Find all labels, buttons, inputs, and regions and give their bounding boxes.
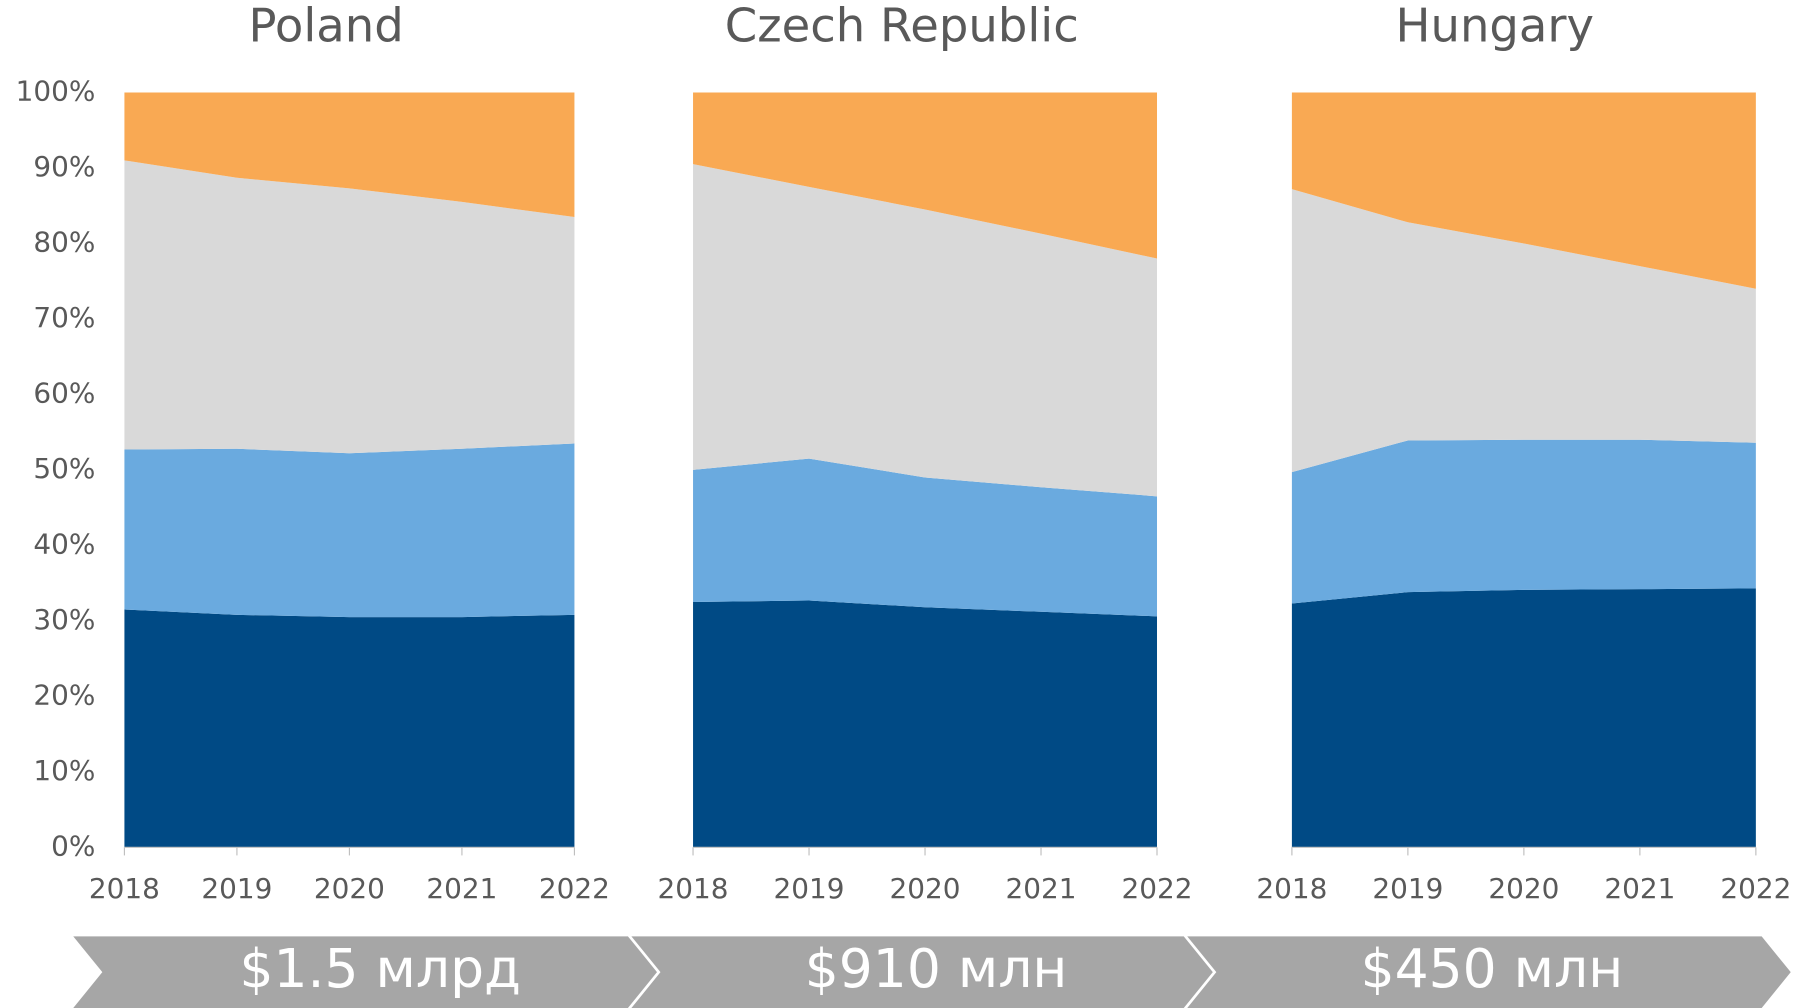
chart-title: Hungary <box>1396 0 1595 52</box>
x-tick-label: 2020 <box>314 872 385 905</box>
area <box>693 164 1158 497</box>
banner-label: $1.5 млрд <box>239 937 521 1000</box>
x-tick-label: 2018 <box>89 872 160 905</box>
y-tick-label: 90% <box>33 150 95 183</box>
area <box>1291 439 1756 604</box>
x-tick-label: 2018 <box>1256 872 1327 905</box>
x-tick-label: 2020 <box>1488 872 1559 905</box>
x-tick-label: 2022 <box>539 872 610 905</box>
y-tick-label: 60% <box>33 376 95 409</box>
banner-chevron <box>1187 936 1791 1008</box>
x-tick-label: 2020 <box>890 872 961 905</box>
area <box>124 443 575 618</box>
x-tick-label: 2019 <box>774 872 845 905</box>
area <box>124 92 575 218</box>
x-tick-label: 2021 <box>426 872 497 905</box>
x-tick-label: 2022 <box>1720 872 1791 905</box>
y-tick-label: 100% <box>16 75 96 108</box>
y-tick-label: 40% <box>33 527 95 560</box>
area <box>1291 189 1756 473</box>
chart-title: Czech Republic <box>725 0 1079 52</box>
banner-label: $450 млн <box>1361 937 1624 1000</box>
y-tick-label: 10% <box>33 754 95 787</box>
area <box>1291 92 1756 289</box>
x-tick-label: 2018 <box>658 872 729 905</box>
y-tick-label: 50% <box>33 452 95 485</box>
area <box>124 160 575 454</box>
x-tick-label: 2022 <box>1122 872 1193 905</box>
y-tick-label: 80% <box>33 225 95 258</box>
banner-chevron <box>73 936 657 1008</box>
area <box>693 92 1158 259</box>
area <box>124 609 575 848</box>
x-tick-label: 2021 <box>1006 872 1077 905</box>
x-tick-label: 2019 <box>201 872 272 905</box>
y-tick-label: 0% <box>51 829 95 862</box>
area <box>693 600 1158 848</box>
y-tick-label: 30% <box>33 603 95 636</box>
x-tick-label: 2021 <box>1604 872 1675 905</box>
y-tick-label: 70% <box>33 301 95 334</box>
y-tick-label: 20% <box>33 678 95 711</box>
banner-chevron <box>631 936 1213 1008</box>
area <box>1291 588 1756 848</box>
chart-title: Poland <box>249 0 404 52</box>
x-tick-label: 2019 <box>1372 872 1443 905</box>
area <box>693 458 1158 617</box>
banner-label: $910 млн <box>805 937 1068 1000</box>
